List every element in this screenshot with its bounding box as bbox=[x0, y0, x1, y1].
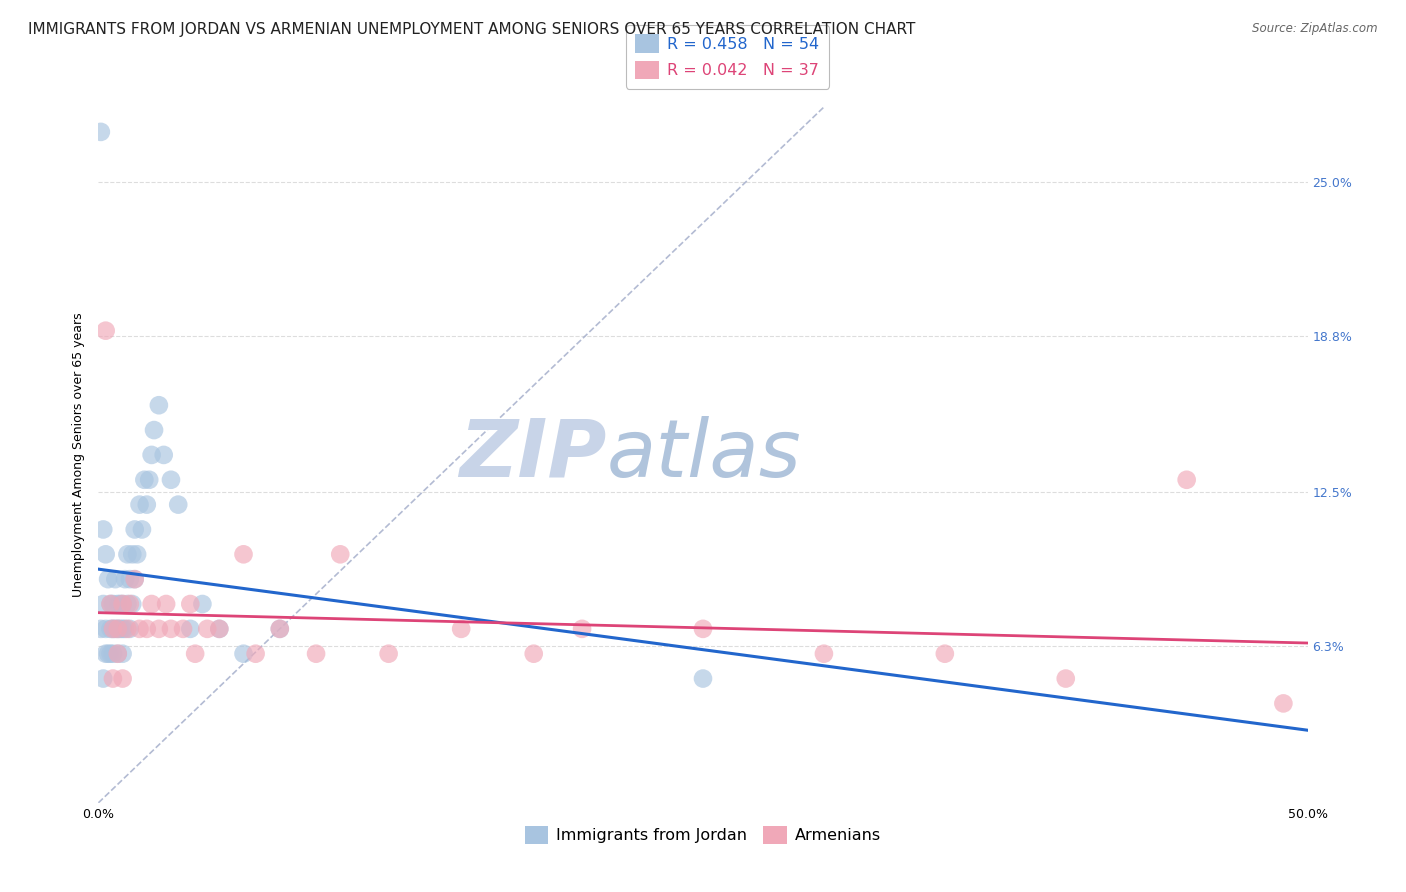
Point bbox=[101, 597, 124, 611]
Point bbox=[101, 672, 124, 686]
Text: IMMIGRANTS FROM JORDAN VS ARMENIAN UNEMPLOYMENT AMONG SENIORS OVER 65 YEARS CORR: IMMIGRANTS FROM JORDAN VS ARMENIAN UNEMP… bbox=[28, 22, 915, 37]
Point bbox=[813, 647, 835, 661]
Point bbox=[100, 647, 122, 661]
Point bbox=[148, 398, 170, 412]
Point bbox=[692, 672, 714, 686]
Point bbox=[179, 622, 201, 636]
Point bbox=[97, 572, 120, 586]
Point bbox=[101, 647, 124, 661]
Text: Source: ZipAtlas.com: Source: ZipAtlas.com bbox=[1253, 22, 1378, 36]
Point bbox=[1054, 672, 1077, 686]
Point bbox=[94, 622, 117, 636]
Point bbox=[143, 423, 166, 437]
Point bbox=[118, 597, 141, 611]
Point bbox=[160, 622, 183, 636]
Point bbox=[107, 622, 129, 636]
Point bbox=[135, 498, 157, 512]
Point bbox=[208, 622, 231, 636]
Point bbox=[167, 498, 190, 512]
Point bbox=[127, 547, 149, 561]
Point bbox=[124, 572, 146, 586]
Point bbox=[208, 622, 231, 636]
Point bbox=[128, 498, 150, 512]
Point bbox=[107, 647, 129, 661]
Point bbox=[114, 622, 136, 636]
Point bbox=[232, 647, 254, 661]
Point bbox=[191, 597, 214, 611]
Point bbox=[245, 647, 267, 661]
Point bbox=[135, 622, 157, 636]
Point bbox=[155, 597, 177, 611]
Point bbox=[114, 572, 136, 586]
Point bbox=[90, 125, 112, 139]
Point bbox=[148, 622, 170, 636]
Point bbox=[94, 324, 117, 338]
Point bbox=[101, 622, 124, 636]
Point bbox=[91, 672, 114, 686]
Legend: Immigrants from Jordan, Armenians: Immigrants from Jordan, Armenians bbox=[519, 819, 887, 850]
Point bbox=[100, 597, 122, 611]
Point bbox=[108, 622, 131, 636]
Point bbox=[141, 448, 163, 462]
Point bbox=[94, 547, 117, 561]
Point bbox=[195, 622, 218, 636]
Point bbox=[305, 647, 328, 661]
Point bbox=[269, 622, 291, 636]
Point bbox=[101, 622, 124, 636]
Point bbox=[121, 597, 143, 611]
Point bbox=[138, 473, 160, 487]
Point bbox=[111, 672, 134, 686]
Point bbox=[118, 572, 141, 586]
Point bbox=[100, 622, 122, 636]
Point bbox=[269, 622, 291, 636]
Point bbox=[117, 547, 139, 561]
Point bbox=[107, 597, 129, 611]
Point bbox=[172, 622, 194, 636]
Point bbox=[934, 647, 956, 661]
Point bbox=[184, 647, 207, 661]
Point bbox=[523, 647, 546, 661]
Point bbox=[571, 622, 593, 636]
Point bbox=[134, 473, 156, 487]
Point bbox=[104, 572, 127, 586]
Point bbox=[179, 597, 201, 611]
Point bbox=[131, 523, 153, 537]
Point bbox=[141, 597, 163, 611]
Point bbox=[124, 572, 146, 586]
Point bbox=[107, 622, 129, 636]
Point bbox=[107, 647, 129, 661]
Point bbox=[117, 597, 139, 611]
Point bbox=[329, 547, 352, 561]
Point bbox=[450, 622, 472, 636]
Point bbox=[124, 523, 146, 537]
Point bbox=[111, 647, 134, 661]
Point bbox=[97, 647, 120, 661]
Text: ZIP: ZIP bbox=[458, 416, 606, 494]
Text: atlas: atlas bbox=[606, 416, 801, 494]
Point bbox=[232, 547, 254, 561]
Point bbox=[100, 597, 122, 611]
Point bbox=[1272, 697, 1295, 711]
Point bbox=[90, 622, 112, 636]
Point bbox=[108, 597, 131, 611]
Point bbox=[377, 647, 399, 661]
Point bbox=[152, 448, 174, 462]
Y-axis label: Unemployment Among Seniors over 65 years: Unemployment Among Seniors over 65 years bbox=[72, 312, 86, 598]
Point bbox=[91, 597, 114, 611]
Point bbox=[692, 622, 714, 636]
Point bbox=[111, 622, 134, 636]
Point bbox=[104, 622, 127, 636]
Point bbox=[91, 523, 114, 537]
Point bbox=[128, 622, 150, 636]
Point bbox=[121, 547, 143, 561]
Point bbox=[118, 622, 141, 636]
Point bbox=[117, 622, 139, 636]
Point bbox=[111, 597, 134, 611]
Point bbox=[1175, 473, 1198, 487]
Point bbox=[111, 597, 134, 611]
Point bbox=[94, 647, 117, 661]
Point bbox=[160, 473, 183, 487]
